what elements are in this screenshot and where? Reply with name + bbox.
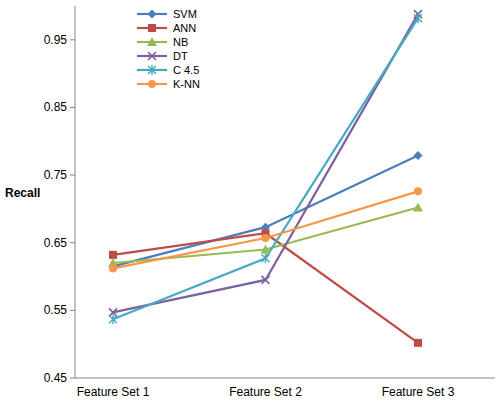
legend-marker <box>148 24 156 32</box>
data-point <box>262 253 270 263</box>
y-axis-label: Recall <box>5 186 40 200</box>
x-tick-label: Feature Set 2 <box>229 385 302 399</box>
legend-label: NB <box>173 36 188 48</box>
data-point <box>414 13 422 23</box>
x-axis <box>75 378 495 379</box>
series-line <box>113 208 418 263</box>
legend-label: SVM <box>173 8 197 20</box>
data-point <box>414 339 422 347</box>
y-tick <box>70 107 75 108</box>
legend-marker <box>148 65 156 75</box>
y-tick-label: 0.85 <box>44 100 68 114</box>
series-line <box>113 155 418 266</box>
legend: SVM ANN NB DT C 4.5 K-NN <box>137 8 200 90</box>
legend-marker <box>148 80 156 88</box>
series-line <box>113 191 418 268</box>
legend-label: ANN <box>173 22 196 34</box>
x-tick-label: Feature Set 3 <box>382 385 455 399</box>
legend-marker <box>148 10 157 19</box>
y-tick-label: 0.45 <box>44 371 68 385</box>
data-point <box>109 314 117 324</box>
series-line <box>113 18 418 319</box>
x-tick-label: Feature Set 1 <box>77 385 150 399</box>
y-tick-label: 0.55 <box>44 303 68 317</box>
y-tick-label: 0.65 <box>44 236 68 250</box>
chart-container: 0.45 0.55 0.65 0.75 0.85 0.95 Recall Feature Se… <box>0 0 500 402</box>
y-tick-label: 0.75 <box>44 168 68 182</box>
series-line <box>113 14 418 312</box>
y-tick <box>70 378 75 379</box>
data-point <box>262 234 270 242</box>
y-axis <box>75 6 76 378</box>
series-line <box>113 233 418 343</box>
data-point <box>109 251 117 259</box>
y-tick <box>70 39 75 40</box>
legend-label: K-NN <box>173 78 200 90</box>
plot-area <box>108 10 423 347</box>
y-tick-label: 0.95 <box>44 33 68 47</box>
legend-marker <box>148 52 156 60</box>
y-tick <box>70 242 75 243</box>
y-tick <box>70 175 75 176</box>
data-point <box>414 187 422 195</box>
legend-marker <box>147 37 157 46</box>
legend-label: DT <box>173 50 188 62</box>
y-tick <box>70 310 75 311</box>
data-point <box>413 203 423 212</box>
data-point <box>109 264 117 272</box>
legend-label: C 4.5 <box>173 64 199 76</box>
data-point <box>261 244 271 253</box>
data-point <box>414 151 423 160</box>
chart-svg: 0.45 0.55 0.65 0.75 0.85 0.95 Recall Feature Se… <box>0 0 500 402</box>
data-point <box>262 276 270 284</box>
